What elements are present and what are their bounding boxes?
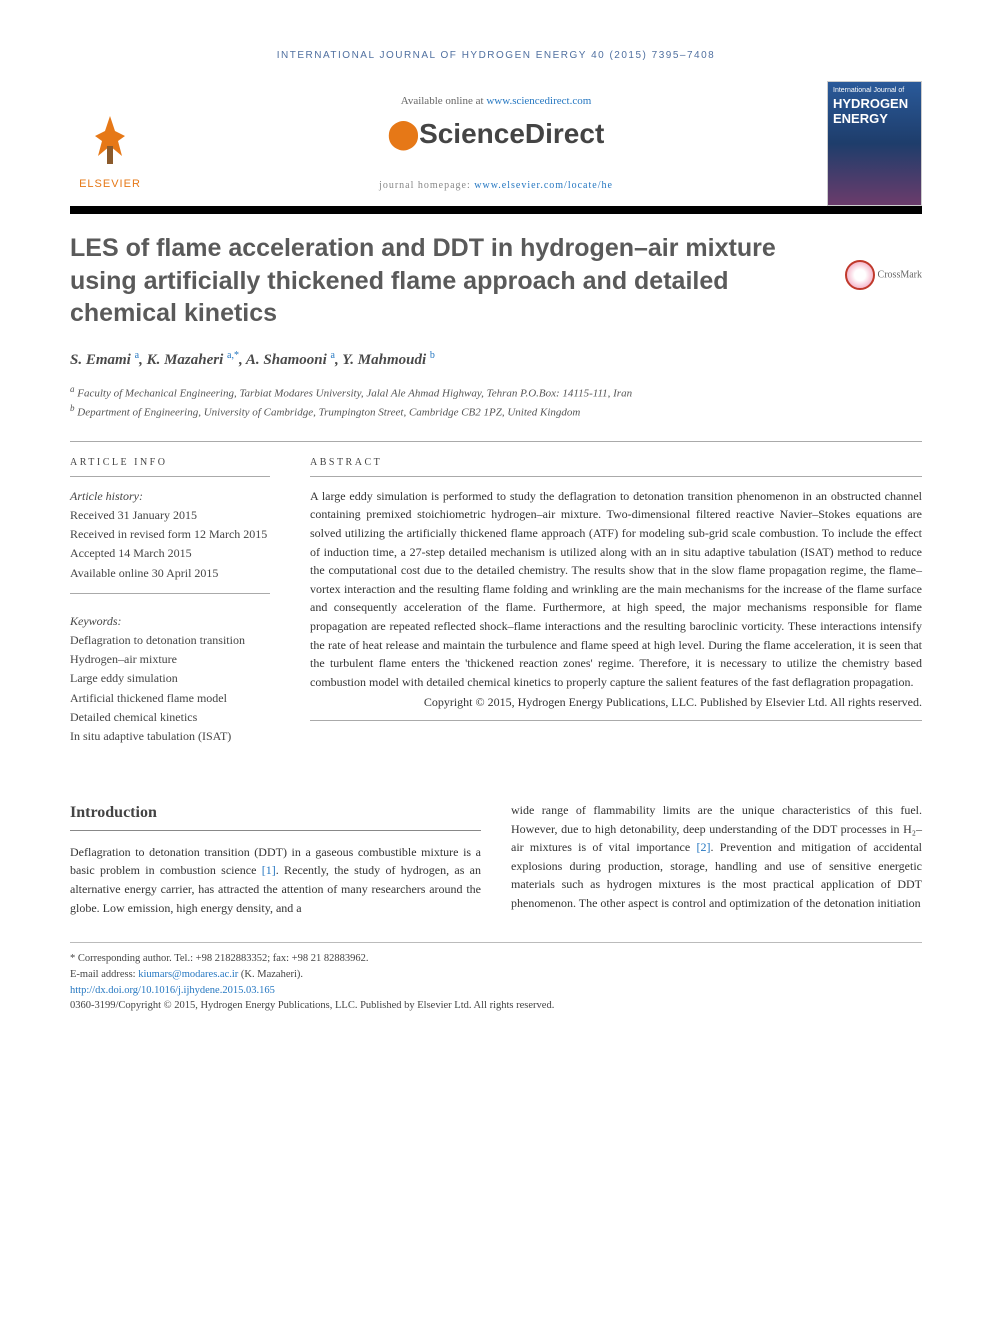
keywords-label: Keywords: <box>70 612 270 631</box>
author: Y. Mahmoudi b <box>342 352 435 368</box>
keyword: In situ adaptive tabulation (ISAT) <box>70 727 270 746</box>
author: K. Mazaheri a,* <box>147 352 239 368</box>
sciencedirect-url[interactable]: www.sciencedirect.com <box>486 95 591 107</box>
crossmark-badge[interactable]: CrossMark <box>845 260 922 290</box>
keywords-block: Keywords: Deflagration to detonation tra… <box>70 612 270 746</box>
intro-paragraph-1: Deflagration to detonation transition (D… <box>70 843 481 917</box>
email-label: E-mail address: <box>70 969 138 980</box>
keyword: Artificial thickened flame model <box>70 689 270 708</box>
affiliation: b Department of Engineering, University … <box>70 402 922 421</box>
sd-logo-icon: ⬤ <box>388 118 419 149</box>
author: A. Shamooni a <box>246 352 335 368</box>
elsevier-logo[interactable]: ELSEVIER <box>70 111 150 190</box>
keyword: Deflagration to detonation transition <box>70 631 270 650</box>
available-label: Available online at <box>401 95 487 107</box>
affiliations: a Faculty of Mechanical Engineering, Tar… <box>70 383 922 421</box>
keyword: Detailed chemical kinetics <box>70 708 270 727</box>
article-footer: * Corresponding author. Tel.: +98 218288… <box>70 942 922 1014</box>
cover-line2: HYDROGEN <box>833 96 916 111</box>
corresponding-author: * Corresponding author. Tel.: +98 218288… <box>70 951 922 967</box>
author-list: S. Emami a, K. Mazaheri a,*, A. Shamooni… <box>70 350 922 369</box>
homepage-url[interactable]: www.elsevier.com/locate/he <box>474 180 613 191</box>
journal-cover-thumbnail[interactable]: International Journal of HYDROGEN ENERGY <box>827 81 922 206</box>
journal-citation-header: INTERNATIONAL JOURNAL OF HYDROGEN ENERGY… <box>70 50 922 61</box>
history-online: Available online 30 April 2015 <box>70 564 270 583</box>
elsevier-tree-icon <box>70 111 150 183</box>
email-author: (K. Mazaheri). <box>238 969 303 980</box>
history-revised: Received in revised form 12 March 2015 <box>70 525 270 544</box>
keyword: Large eddy simulation <box>70 669 270 688</box>
issn-copyright: 0360-3199/Copyright © 2015, Hydrogen Ene… <box>70 998 922 1014</box>
divider <box>70 441 922 442</box>
doi-link[interactable]: http://dx.doi.org/10.1016/j.ijhydene.201… <box>70 983 922 999</box>
affiliation: a Faculty of Mechanical Engineering, Tar… <box>70 383 922 402</box>
author: S. Emami a <box>70 352 139 368</box>
introduction-heading: Introduction <box>70 801 481 831</box>
cover-line1: International Journal of <box>833 87 916 94</box>
ref-link[interactable]: [1] <box>262 863 276 877</box>
divider <box>310 720 922 721</box>
divider-bar <box>70 206 922 214</box>
history-received: Received 31 January 2015 <box>70 506 270 525</box>
sd-logo-text: ScienceDirect <box>419 118 604 149</box>
intro-paragraph-2: wide range of flammability limits are th… <box>511 801 922 913</box>
email-line: E-mail address: kiumars@modares.ac.ir (K… <box>70 967 922 983</box>
available-line: Available online at www.sciencedirect.co… <box>70 91 922 109</box>
abstract-copyright: Copyright © 2015, Hydrogen Energy Public… <box>310 695 922 710</box>
article-title: LES of flame acceleration and DDT in hyd… <box>70 232 800 330</box>
abstract-label: ABSTRACT <box>310 457 922 477</box>
abstract-text: A large eddy simulation is performed to … <box>310 487 922 692</box>
sciencedirect-logo[interactable]: ⬤ScienceDirect <box>70 117 922 150</box>
crossmark-icon <box>845 260 875 290</box>
history-label: Article history: <box>70 487 270 506</box>
homepage-label: journal homepage: <box>379 180 474 191</box>
article-history: Article history: Received 31 January 201… <box>70 487 270 583</box>
elsevier-text: ELSEVIER <box>70 178 150 190</box>
cover-line3: ENERGY <box>833 111 916 126</box>
publisher-header: ELSEVIER Available online at www.science… <box>70 81 922 191</box>
history-accepted: Accepted 14 March 2015 <box>70 544 270 563</box>
divider <box>70 593 270 594</box>
email-address[interactable]: kiumars@modares.ac.ir <box>138 969 238 980</box>
article-info-label: ARTICLE INFO <box>70 457 270 477</box>
ref-link[interactable]: [2] <box>696 840 710 854</box>
crossmark-label: CrossMark <box>878 269 922 280</box>
keyword: Hydrogen–air mixture <box>70 650 270 669</box>
homepage-line: journal homepage: www.elsevier.com/locat… <box>70 180 922 191</box>
